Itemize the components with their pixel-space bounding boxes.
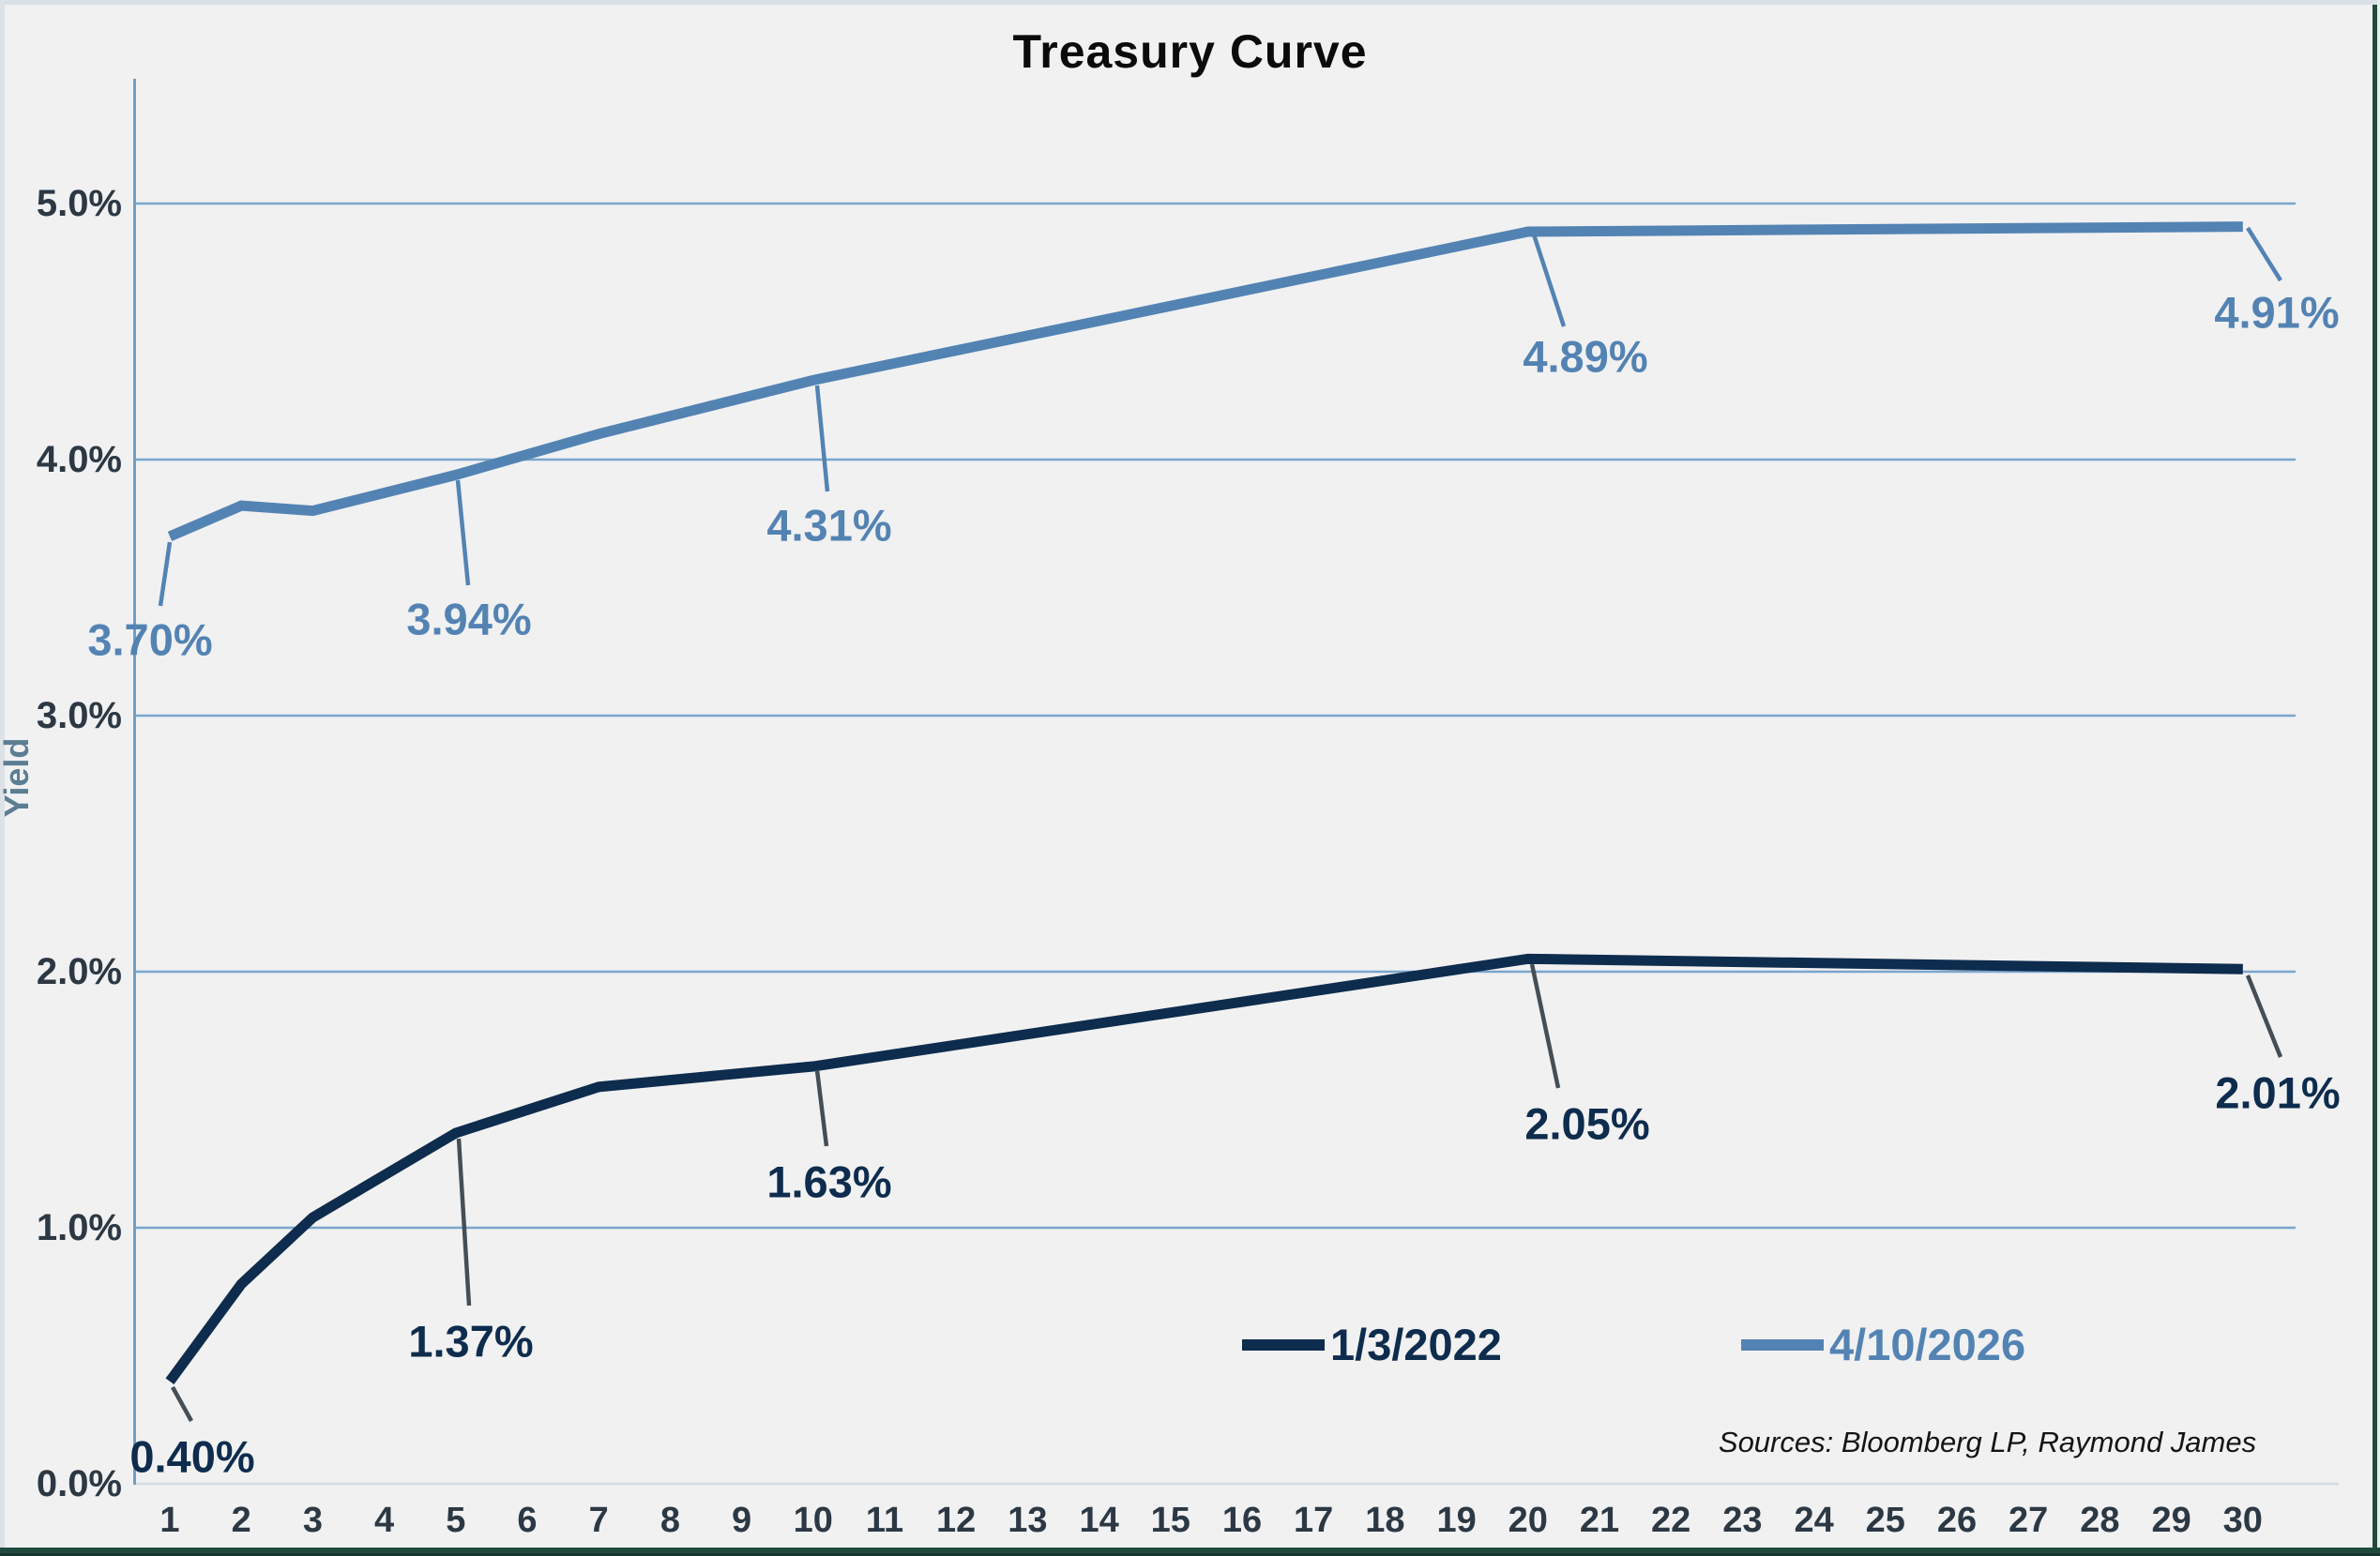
x-tick-2: 2	[232, 1501, 251, 1540]
x-tick-5: 5	[446, 1501, 465, 1540]
x-tick-19: 19	[1436, 1501, 1476, 1540]
x-tick-15: 15	[1151, 1501, 1190, 1540]
x-tick-4: 4	[374, 1501, 394, 1540]
data-label-1/3/2022-5y: 1.37%	[408, 1317, 533, 1367]
data-label-4/10/2026-10y: 4.31%	[766, 501, 891, 551]
data-label-leader-1/3/2022-1y	[171, 1385, 193, 1423]
x-tick-25: 25	[1866, 1501, 1905, 1540]
chart-title: Treasury Curve	[1012, 25, 1368, 78]
data-label-4/10/2026-1y: 3.70%	[87, 615, 212, 665]
x-tick-23: 23	[1722, 1501, 1762, 1540]
frame-top-border	[0, 0, 2380, 5]
x-tick-3: 3	[303, 1501, 323, 1540]
data-label-leader-1/3/2022-20y	[1529, 963, 1561, 1089]
data-label-leader-4/10/2026-1y	[158, 541, 173, 607]
frame-right-green-border	[2372, 5, 2377, 1556]
x-tick-18: 18	[1365, 1501, 1404, 1540]
x-tick-17: 17	[1294, 1501, 1333, 1540]
data-label-4/10/2026-30y: 4.91%	[2214, 288, 2339, 338]
y-axis-title: Yield	[0, 737, 36, 818]
legend-swatch-blue-line	[1741, 1338, 1824, 1351]
data-label-leader-4/10/2026-30y	[2246, 226, 2282, 282]
y-tick-2.0%: 2.0%	[37, 951, 122, 992]
x-tick-11: 11	[866, 1501, 903, 1540]
y-tick-4.0%: 4.0%	[37, 439, 122, 480]
x-tick-26: 26	[1937, 1501, 1977, 1540]
x-tick-10: 10	[794, 1501, 833, 1540]
data-label-leader-1/3/2022-5y	[456, 1138, 472, 1307]
frame-bottom-green-border	[0, 1548, 2380, 1553]
legend-item-4-10-2026: 4/10/2026	[1741, 1322, 2025, 1367]
data-label-1/3/2022-1y: 0.40%	[129, 1432, 254, 1482]
x-tick-14: 14	[1079, 1501, 1118, 1540]
data-label-1/3/2022-20y: 2.05%	[1524, 1099, 1649, 1149]
frame-right-outer-border	[2377, 0, 2380, 1556]
frame-bottom-dark-border	[0, 1553, 2380, 1556]
x-tick-21: 21	[1580, 1501, 1619, 1540]
y-tick-0.0%: 0.0%	[37, 1463, 122, 1504]
data-label-leader-1/3/2022-30y	[2245, 974, 2283, 1058]
x-tick-28: 28	[2080, 1501, 2119, 1540]
chart-legend: 1/3/2022 4/10/2026	[0, 1322, 2380, 1379]
data-label-4/10/2026-5y: 3.94%	[406, 595, 531, 644]
source-note: Sources: Bloomberg LP, Raymond James	[1718, 1426, 2257, 1458]
data-label-1/3/2022-10y: 1.63%	[766, 1157, 891, 1207]
x-tick-20: 20	[1508, 1501, 1548, 1540]
data-label-leader-4/10/2026-5y	[455, 479, 471, 586]
legend-swatch-dark-line	[1242, 1338, 1325, 1351]
x-tick-29: 29	[2151, 1501, 2191, 1540]
series-line-1/3/2022	[165, 953, 2243, 1385]
data-label-4/10/2026-20y: 4.89%	[1523, 332, 1647, 382]
x-tick-8: 8	[660, 1501, 680, 1540]
legend-label: 1/3/2022	[1330, 1320, 1502, 1369]
x-tick-1: 1	[159, 1501, 179, 1540]
x-tick-30: 30	[2223, 1501, 2263, 1540]
legend-item-1-3-2022: 1/3/2022	[1242, 1322, 1502, 1367]
x-tick-9: 9	[732, 1501, 751, 1540]
y-tick-3.0%: 3.0%	[37, 695, 122, 736]
legend-label: 4/10/2026	[1829, 1320, 2026, 1369]
x-tick-16: 16	[1222, 1501, 1262, 1540]
x-tick-7: 7	[589, 1501, 609, 1540]
x-tick-22: 22	[1651, 1501, 1690, 1540]
data-label-leader-4/10/2026-10y	[814, 385, 830, 492]
series-line-4/10/2026	[167, 221, 2243, 541]
y-tick-1.0%: 1.0%	[37, 1207, 122, 1248]
data-label-leader-1/3/2022-10y	[814, 1069, 829, 1147]
frame-left-border	[0, 0, 5, 1556]
y-tick-5.0%: 5.0%	[37, 183, 122, 224]
x-tick-13: 13	[1008, 1501, 1047, 1540]
x-tick-24: 24	[1794, 1501, 1833, 1540]
x-tick-6: 6	[517, 1501, 537, 1540]
x-tick-27: 27	[2009, 1501, 2048, 1540]
data-label-1/3/2022-30y: 2.01%	[2215, 1068, 2340, 1118]
data-label-leader-4/10/2026-20y	[1530, 231, 1567, 327]
x-tick-12: 12	[936, 1501, 976, 1540]
